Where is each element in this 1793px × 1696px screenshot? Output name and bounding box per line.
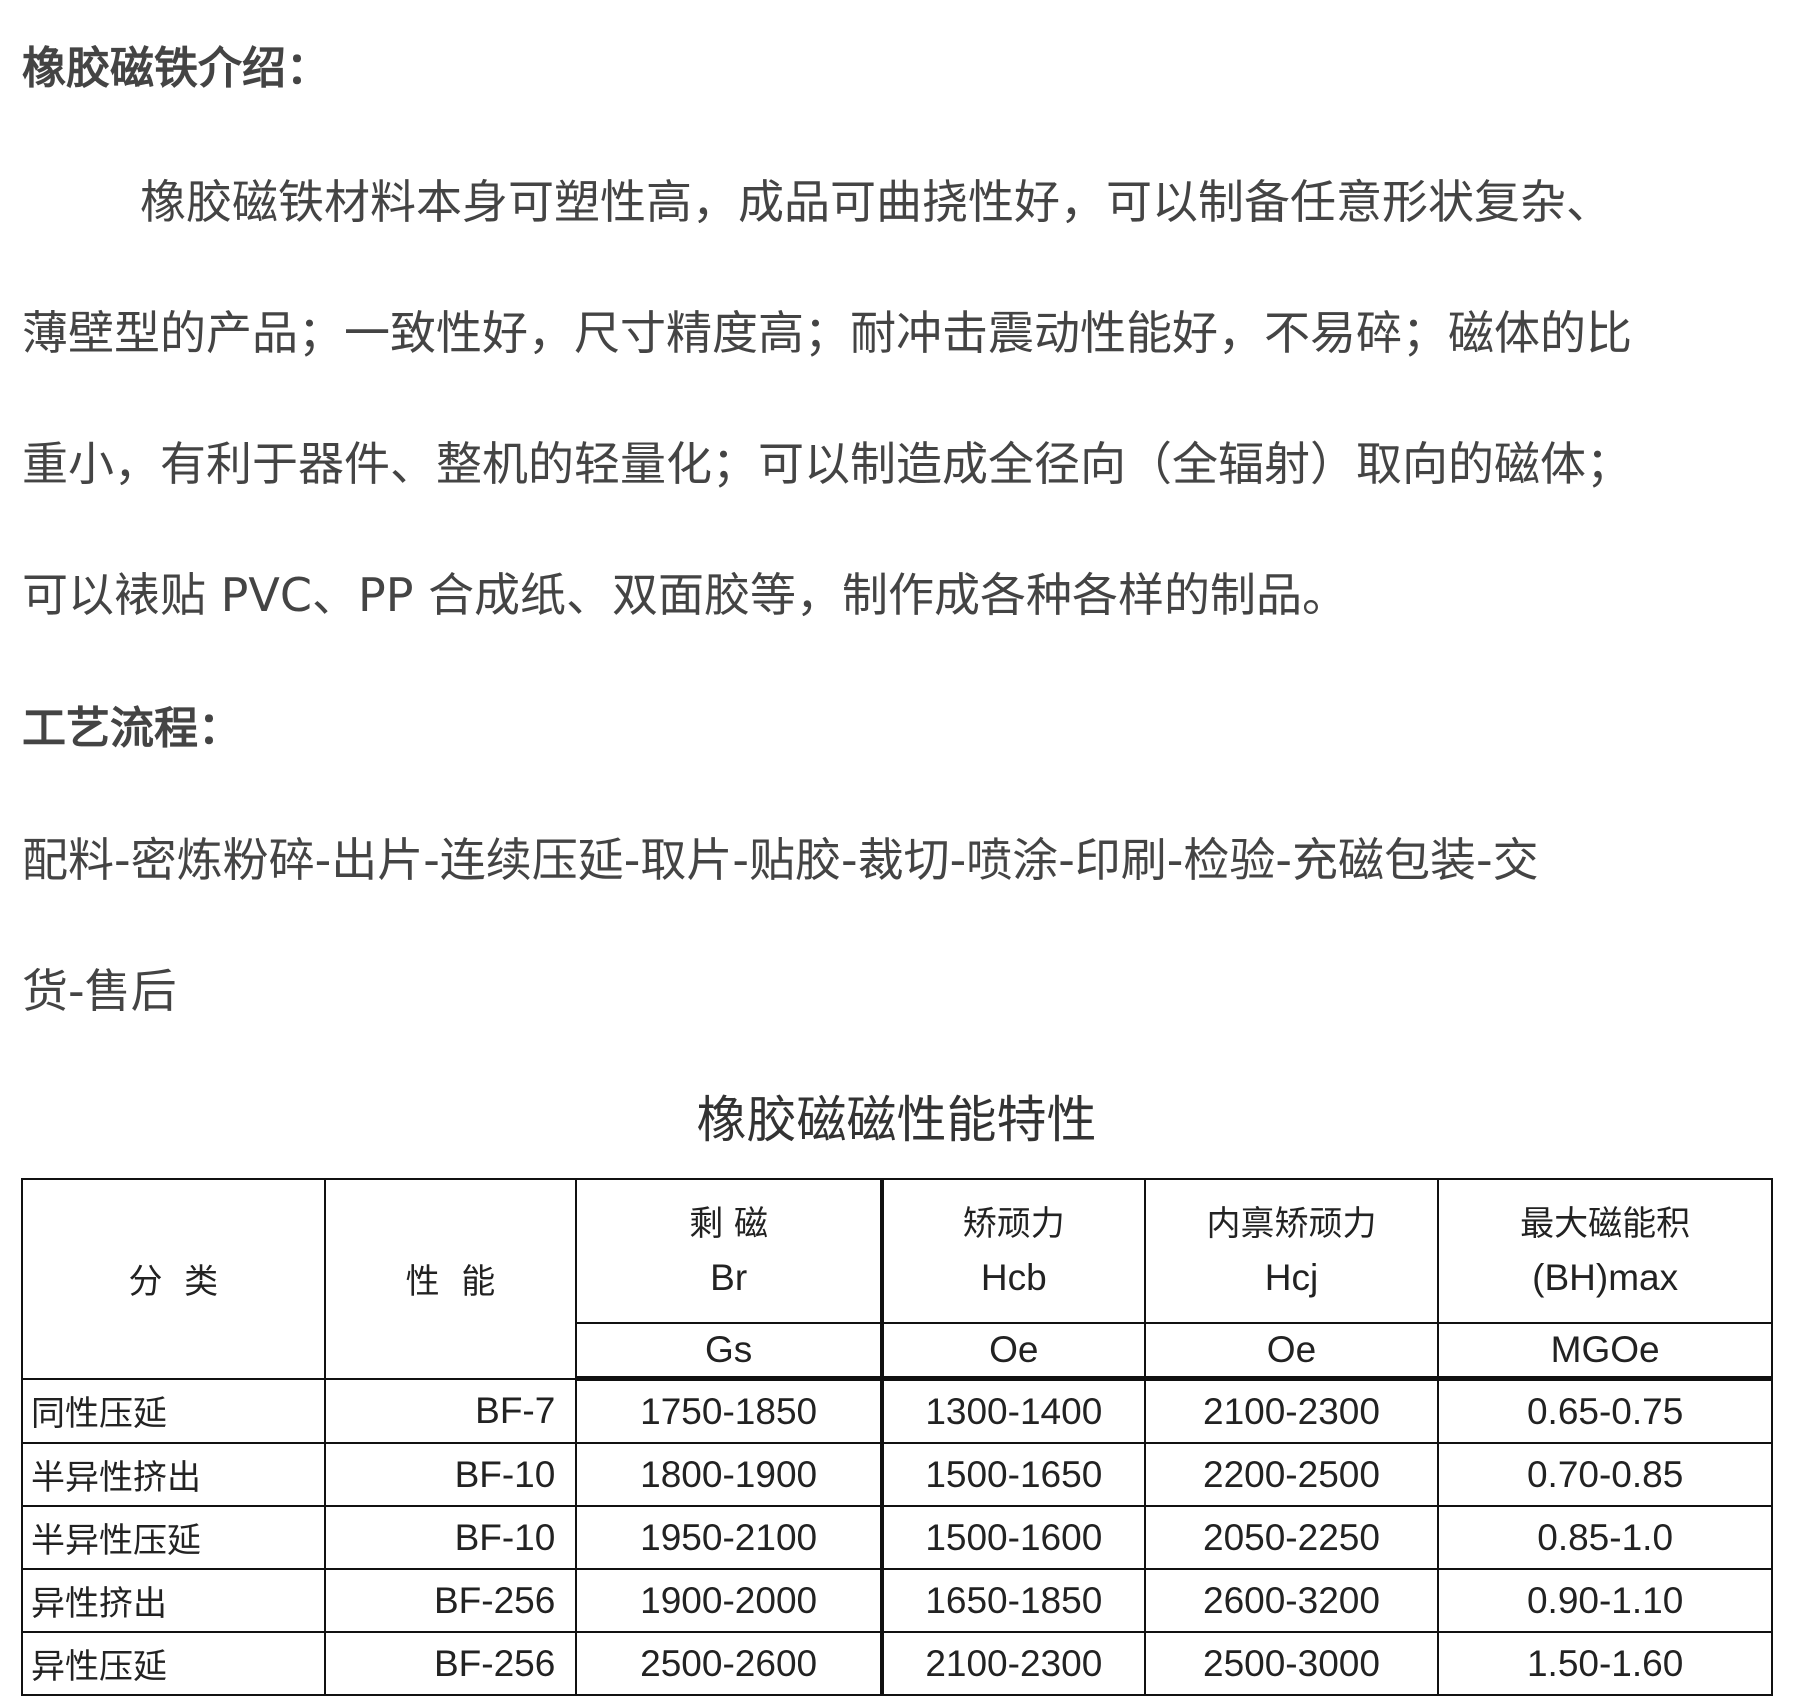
table-title: 橡胶磁磁性能特性: [696, 1091, 1097, 1149]
process-paragraph: 配料-密炼粉碎-出片-连续压延-取片-贴胶-裁切-喷涂-印刷-检验-充磁包装-交…: [22, 795, 1782, 1057]
cell-bh: 0.90-1.10: [1437, 1568, 1773, 1633]
cell-br: 2500-2600: [575, 1631, 883, 1696]
cell-grade: BF-7: [323, 1377, 578, 1444]
cell-br: 1950-2100: [575, 1505, 883, 1570]
cell-hcb: 1500-1650: [879, 1442, 1146, 1507]
table-row: 同性压延 BF-7 1750-1850 1300-1400 2100-2300 0.65-…: [21, 1377, 1773, 1444]
unit-hcj: Oe: [1143, 1322, 1440, 1381]
header-bh: 最大磁能积 (BH)max: [1437, 1178, 1773, 1324]
cell-grade: BF-256: [323, 1631, 578, 1696]
header-bh-symbol: (BH)max: [1532, 1257, 1679, 1298]
cell-br: 1800-1900: [575, 1442, 883, 1507]
cell-bh: 0.65-0.75: [1437, 1377, 1773, 1444]
process-line: 货-售后: [22, 964, 177, 1018]
cell-hcb: 1300-1400: [879, 1377, 1146, 1444]
header-hcj-cn: 内禀矫顽力: [1206, 1204, 1377, 1244]
intro-line: 橡胶磁铁材料本身可塑性高，成品可曲挠性好，可以制备任意形状复杂、: [140, 175, 1612, 229]
header-hcb-symbol: Hcb: [980, 1257, 1047, 1298]
cell-grade: BF-10: [323, 1505, 578, 1570]
process-heading: 工艺流程：: [22, 703, 242, 754]
cell-bh: 0.85-1.0: [1437, 1505, 1773, 1570]
table-row: 半异性挤出 BF-10 1800-1900 1500-1650 2200-2500 0.7…: [21, 1442, 1773, 1507]
intro-paragraph: 橡胶磁铁材料本身可塑性高，成品可曲挠性好，可以制备任意形状复杂、 薄壁型的产品；…: [22, 137, 1782, 661]
magnet-properties-table: 分 类 性 能 剩 磁 Br 矫顽力 Hcb 内禀矫顽力 Hcj 最大磁能积 (BH)m…: [21, 1178, 1773, 1696]
cell-bh: 1.50-1.60: [1437, 1631, 1773, 1696]
cell-hcj: 2200-2500: [1143, 1442, 1440, 1507]
cell-br: 1900-2000: [575, 1568, 883, 1633]
intro-line: 重小，有利于器件、整机的轻量化；可以制造成全径向（全辐射）取向的磁体；: [22, 437, 1632, 491]
table-row: 异性挤出 BF-256 1900-2000 1650-1850 2600-3200 0.9…: [21, 1568, 1773, 1633]
intro-line: 可以裱贴 PVC、PP 合成纸、双面胶等，制作成各种各样的制品。: [22, 568, 1349, 622]
header-hcj-symbol: Hcj: [1264, 1257, 1319, 1298]
cell-br: 1750-1850: [575, 1377, 883, 1444]
intro-heading: 橡胶磁铁介绍：: [22, 43, 330, 94]
intro-line: 薄壁型的产品；一致性好，尺寸精度高；耐冲击震动性能好，不易碎；磁体的比: [22, 306, 1632, 360]
cell-hcj: 2600-3200: [1143, 1568, 1440, 1633]
cell-category: 异性挤出: [21, 1568, 326, 1633]
cell-category: 异性压延: [21, 1631, 326, 1696]
header-category: 分 类: [21, 1178, 326, 1380]
header-hcb: 矫顽力 Hcb: [879, 1178, 1146, 1324]
unit-br: Gs: [575, 1322, 883, 1381]
cell-category: 同性压延: [21, 1377, 326, 1444]
cell-hcj: 2500-3000: [1143, 1631, 1440, 1696]
cell-grade: BF-256: [323, 1568, 578, 1633]
header-br: 剩 磁 Br: [575, 1178, 883, 1324]
header-hcj: 内禀矫顽力 Hcj: [1143, 1178, 1440, 1324]
header-grade: 性 能: [323, 1178, 578, 1380]
cell-hcb: 1500-1600: [879, 1505, 1146, 1570]
table-row: 异性压延 BF-256 2500-2600 2100-2300 2500-3000 1.5…: [21, 1631, 1773, 1696]
cell-hcb: 1650-1850: [879, 1568, 1146, 1633]
cell-bh: 0.70-0.85: [1437, 1442, 1773, 1507]
header-br-symbol: Br: [710, 1257, 748, 1298]
process-line: 配料-密炼粉碎-出片-连续压延-取片-贴胶-裁切-喷涂-印刷-检验-充磁包装-交: [22, 833, 1539, 887]
unit-bh: MGOe: [1437, 1322, 1773, 1381]
table-row: 半异性压延 BF-10 1950-2100 1500-1600 2050-2250 0.8…: [21, 1505, 1773, 1570]
cell-grade: BF-10: [323, 1442, 578, 1507]
cell-hcb: 2100-2300: [879, 1631, 1146, 1696]
header-bh-cn: 最大磁能积: [1520, 1204, 1691, 1244]
cell-category: 半异性挤出: [21, 1442, 326, 1507]
unit-hcb: Oe: [879, 1322, 1146, 1381]
cell-hcj: 2100-2300: [1143, 1377, 1440, 1444]
header-br-cn: 剩 磁: [689, 1204, 769, 1244]
cell-hcj: 2050-2250: [1143, 1505, 1440, 1570]
cell-category: 半异性压延: [21, 1505, 326, 1570]
header-hcb-cn: 矫顽力: [962, 1204, 1065, 1244]
